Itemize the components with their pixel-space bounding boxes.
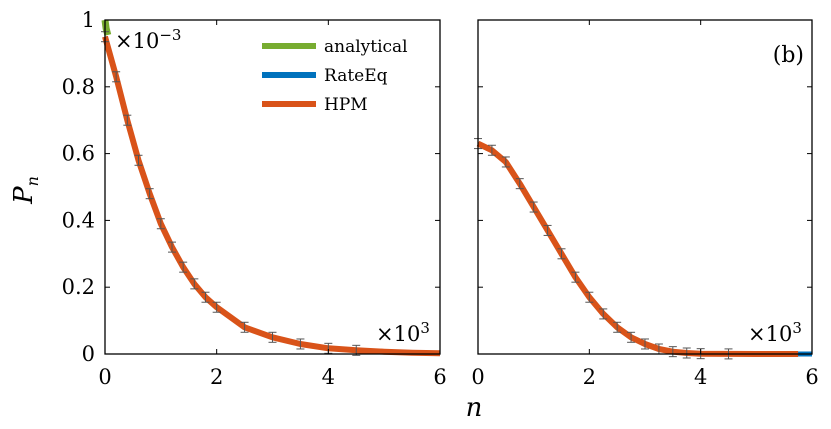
right-x-tick-label: 2 xyxy=(583,365,596,389)
right-x-tick-label: 4 xyxy=(694,365,707,389)
right-x-multiplier: ×103 xyxy=(748,319,802,346)
left-x-multiplier: ×103 xyxy=(376,319,430,346)
left-y-tick-label: 0.2 xyxy=(62,275,95,299)
panel-left: 0 2 4 6 0 0.2 0.4 0.6 0.8 1 ×10−3 ×103 analytical… xyxy=(62,8,447,389)
panel-label-b: (b) xyxy=(773,43,804,68)
panel-right: 0 2 4 6 ×103 (b) xyxy=(471,19,819,389)
left-x-tick-label: 2 xyxy=(210,365,223,389)
left-y-tick-label: 0.6 xyxy=(62,142,95,166)
left-ticks: 0 2 4 6 0 0.2 0.4 0.6 0.8 1 xyxy=(62,8,447,389)
legend-label-hpm: HPM xyxy=(324,95,368,115)
left-y-tick-label: 0.8 xyxy=(62,75,95,99)
y-axis-title: Pn xyxy=(9,176,42,205)
right-x-tick-label: 0 xyxy=(471,365,484,389)
x-axis-title: n xyxy=(466,393,483,423)
left-plot-marks xyxy=(101,19,441,357)
left-y-tick-label: 0.4 xyxy=(62,208,95,232)
left-x-tick-label: 0 xyxy=(98,365,111,389)
right-plot-frame xyxy=(477,19,813,355)
legend: analytical RateEq HPM xyxy=(262,37,408,115)
legend-label-rateeq: RateEq xyxy=(324,66,388,86)
legend-label-analytical: analytical xyxy=(324,37,408,57)
left-plot-frame xyxy=(104,19,441,355)
right-ticks: 0 2 4 6 xyxy=(471,19,819,389)
left-y-tick-label: 0 xyxy=(82,342,95,366)
left-series-hpm xyxy=(102,35,441,357)
left-x-tick-label: 4 xyxy=(322,365,335,389)
left-series-rateeq xyxy=(102,36,441,356)
right-x-tick-label: 6 xyxy=(805,365,818,389)
left-y-multiplier: ×10−3 xyxy=(115,26,181,53)
left-x-tick-label: 6 xyxy=(433,365,446,389)
left-y-tick-label: 1 xyxy=(82,8,95,32)
